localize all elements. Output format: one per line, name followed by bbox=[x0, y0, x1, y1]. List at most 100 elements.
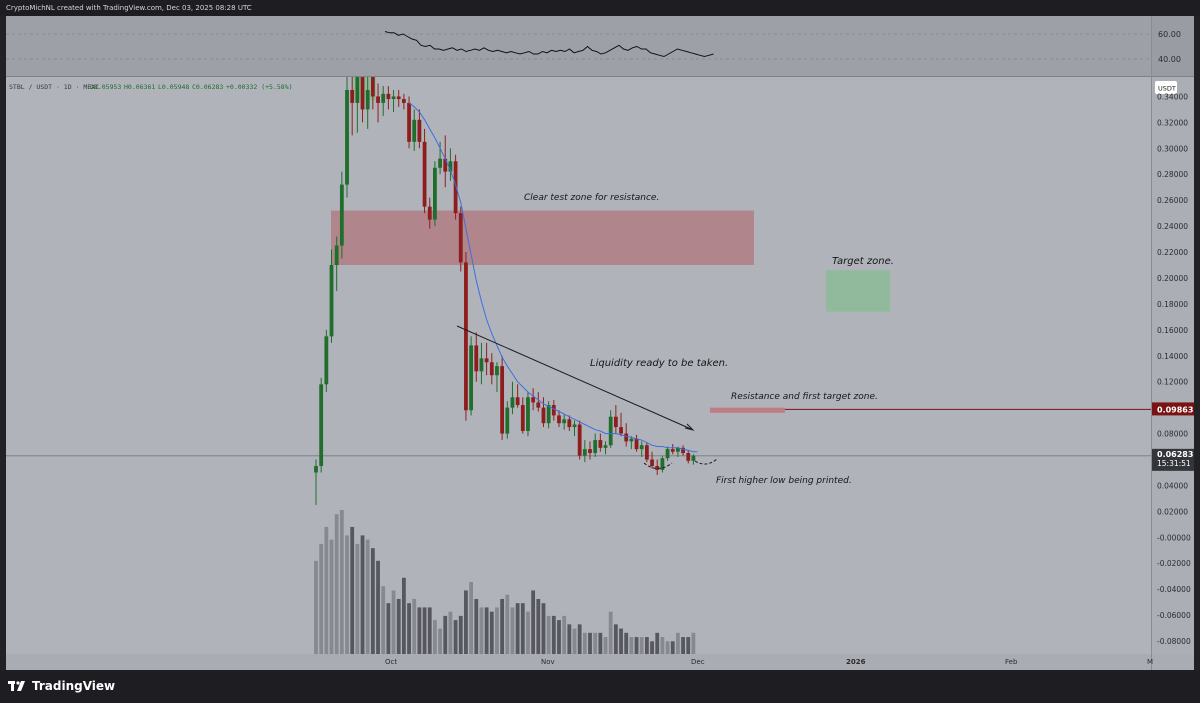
volume-bar bbox=[495, 607, 499, 654]
volume-bar bbox=[510, 607, 515, 654]
price-tick: 0.02000 bbox=[1157, 507, 1188, 516]
volume-bar bbox=[526, 611, 530, 654]
candle-body bbox=[453, 161, 458, 214]
volume-bar bbox=[438, 628, 442, 654]
volume-bar bbox=[660, 637, 665, 654]
candle-body bbox=[433, 167, 437, 220]
volume-bar bbox=[443, 615, 448, 654]
candle-body bbox=[360, 77, 365, 110]
price-tick: 0.18000 bbox=[1157, 300, 1188, 309]
volume-bar bbox=[639, 637, 644, 654]
volume-bar bbox=[572, 628, 577, 654]
candle-body bbox=[639, 445, 644, 450]
candle-body bbox=[334, 245, 339, 266]
candle-body bbox=[567, 419, 572, 428]
countdown-label: 15:31:51 bbox=[1157, 459, 1191, 468]
volume-bar bbox=[562, 615, 567, 654]
price-tick: 0.24000 bbox=[1157, 222, 1188, 231]
symbol-legend[interactable]: STBL / USDT · 1D · MEXC O0.05953 H0.0636… bbox=[9, 83, 293, 91]
price-tick: 0.22000 bbox=[1157, 248, 1188, 257]
price-tick: 0.20000 bbox=[1157, 274, 1188, 283]
candle-body bbox=[603, 445, 608, 448]
candle-body bbox=[365, 89, 370, 110]
candle-body bbox=[489, 362, 494, 376]
volume-bar bbox=[350, 526, 355, 654]
volume-bar bbox=[655, 632, 660, 654]
volume-bar bbox=[376, 560, 380, 654]
first-target-zone-box bbox=[710, 407, 785, 413]
resistance-price-label: 0.09863 bbox=[1157, 406, 1193, 415]
trendline-arrowhead bbox=[684, 423, 695, 431]
candle-body bbox=[551, 405, 556, 416]
volume-bar bbox=[464, 590, 468, 654]
price-tick: 0.16000 bbox=[1157, 326, 1188, 335]
candle-body bbox=[634, 438, 639, 450]
candle-body bbox=[370, 77, 375, 97]
candle-body bbox=[324, 336, 329, 385]
candle-body bbox=[557, 415, 561, 424]
candle-body bbox=[572, 424, 577, 428]
candle-body bbox=[546, 405, 551, 424]
candle-layer bbox=[314, 77, 696, 505]
attribution-text: CryptoMichNL created with TradingView.co… bbox=[6, 4, 252, 12]
candle-body bbox=[670, 449, 675, 452]
candle-body bbox=[443, 158, 448, 172]
volume-bar bbox=[396, 598, 401, 654]
volume-bar bbox=[407, 603, 411, 654]
volume-bar bbox=[681, 637, 685, 654]
liquidity-trendline bbox=[456, 325, 692, 430]
candle-body bbox=[577, 424, 582, 456]
tradingview-logo[interactable]: TradingView bbox=[8, 679, 115, 693]
volume-bar bbox=[598, 632, 603, 654]
candle-body bbox=[691, 455, 696, 461]
volume-bar bbox=[691, 632, 696, 654]
volume-bar bbox=[557, 620, 561, 654]
price-tick: 0.34000 bbox=[1157, 92, 1188, 101]
price-tick: 0.12000 bbox=[1157, 378, 1188, 387]
volume-bar bbox=[531, 590, 536, 654]
time-tick-oct: Oct bbox=[385, 658, 397, 666]
last-price-label: 0.06283 bbox=[1157, 450, 1193, 459]
volume-bar bbox=[613, 624, 618, 654]
candle-body bbox=[562, 419, 567, 424]
candle-body bbox=[319, 384, 324, 466]
volume-bar bbox=[624, 632, 629, 654]
ma-layer bbox=[408, 102, 698, 453]
annotation-target-zone: Target zone. bbox=[832, 256, 894, 267]
annotation-clear-test: Clear test zone for resistance. bbox=[524, 193, 659, 203]
candle-body bbox=[608, 416, 613, 446]
zones-layer bbox=[6, 77, 1151, 457]
svg-text:STBL / USDT · 1D · MEXC: STBL / USDT · 1D · MEXC O0.05953 H0.0636… bbox=[9, 83, 293, 91]
candle-body bbox=[582, 449, 587, 456]
candle-body bbox=[484, 358, 489, 363]
price-tick: 0.28000 bbox=[1157, 170, 1188, 179]
price-tick: -0.08000 bbox=[1157, 637, 1191, 646]
volume-bar bbox=[391, 590, 396, 654]
attribution-bar: CryptoMichNL created with TradingView.co… bbox=[0, 0, 1200, 16]
volume-bar bbox=[417, 607, 422, 654]
candle-body bbox=[505, 407, 510, 434]
legend-close: C0.06283 bbox=[192, 83, 223, 91]
legend-open: O0.05953 bbox=[90, 83, 121, 91]
volume-bar bbox=[448, 611, 453, 654]
candle-body bbox=[510, 397, 515, 408]
time-tick-nov: Nov bbox=[541, 658, 555, 666]
candle-body bbox=[536, 402, 541, 408]
candle-body bbox=[407, 102, 411, 142]
price-tick: -0.04000 bbox=[1157, 585, 1191, 594]
candle-body bbox=[350, 89, 355, 103]
volume-bar bbox=[582, 632, 587, 654]
candle-body bbox=[495, 366, 499, 376]
volume-bar bbox=[577, 624, 582, 654]
candle-body bbox=[686, 453, 691, 461]
oscillator-tick-40: 40.00 bbox=[1158, 55, 1181, 64]
volume-bar bbox=[334, 514, 339, 654]
volume-bar bbox=[484, 607, 489, 654]
volume-bar bbox=[619, 628, 623, 654]
currency-selector[interactable] bbox=[1155, 81, 1177, 94]
volume-bar bbox=[365, 539, 370, 654]
main-pane bbox=[6, 77, 1151, 654]
candle-body bbox=[624, 433, 629, 442]
volume-bar bbox=[412, 598, 417, 654]
